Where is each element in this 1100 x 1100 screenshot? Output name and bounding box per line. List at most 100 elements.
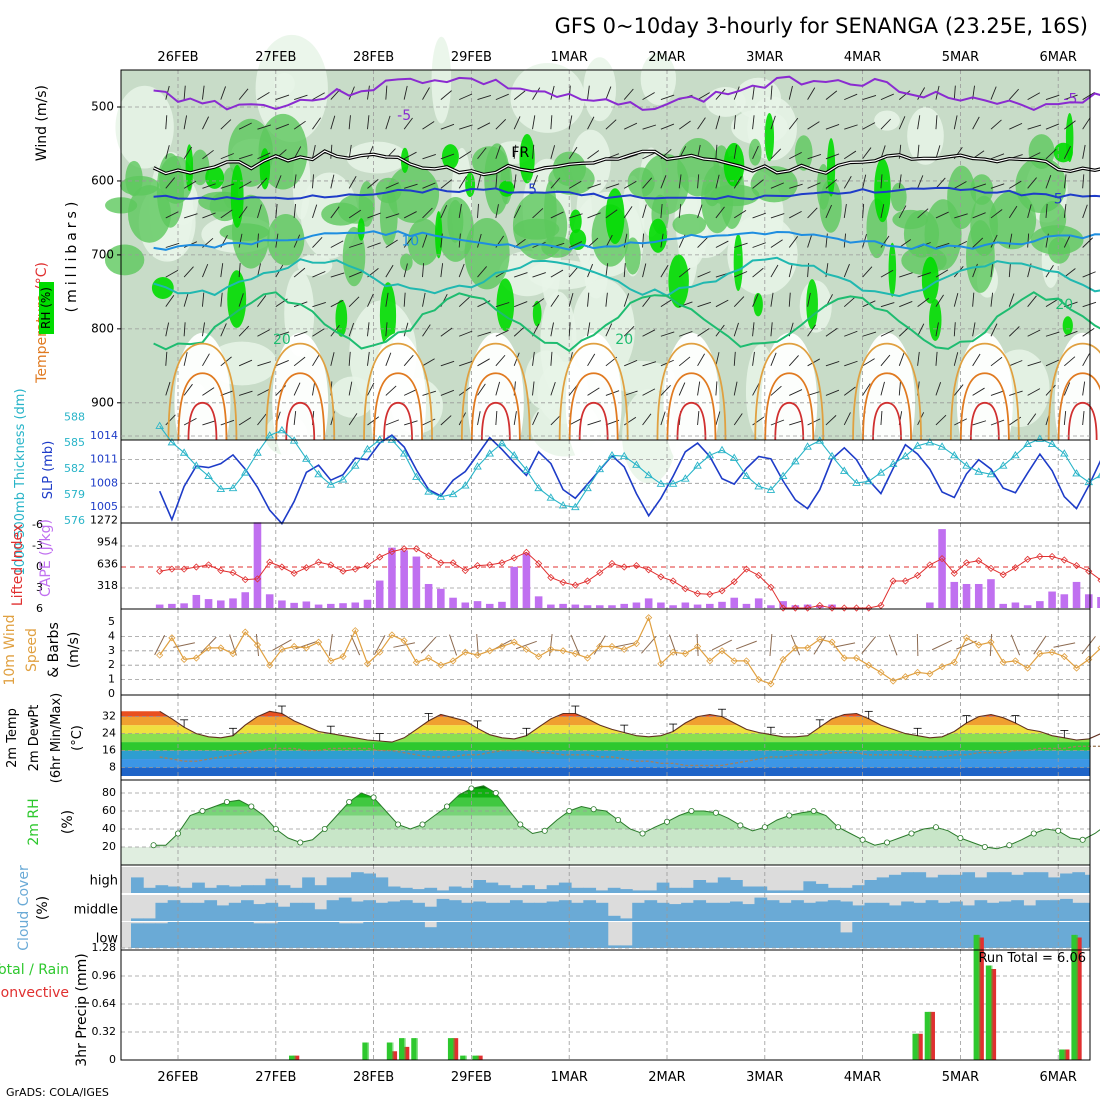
- wind-barb: [935, 269, 949, 278]
- cloud-bar-low: [143, 923, 156, 948]
- wind-barb: [660, 94, 675, 101]
- lifted-index-point: [742, 565, 751, 573]
- cloud-bar-middle: [766, 900, 780, 921]
- rh-dry-patch: [731, 109, 788, 145]
- wind-barb: [715, 299, 729, 308]
- day-label-bottom: 4MAR: [844, 1070, 881, 1085]
- wind-barb-10m: [549, 634, 553, 657]
- cloud-bar-middle: [399, 900, 413, 921]
- day-label-bottom: 27FEB: [255, 1070, 296, 1085]
- wind-speed-point: [767, 680, 775, 688]
- temp-contour-surface-warm: [558, 342, 629, 441]
- contour-label: 5: [528, 182, 537, 198]
- cloud-bar-low: [595, 922, 609, 948]
- cloud-bar-high: [693, 880, 707, 893]
- wind-barb: [440, 123, 455, 130]
- cloud-bar-middle: [167, 900, 181, 921]
- lifted-index-point: [657, 573, 665, 581]
- wind-barb: [642, 124, 657, 130]
- cloud-bar-high: [778, 890, 792, 893]
- cape-bar: [1060, 594, 1069, 608]
- cape-bar: [1023, 605, 1032, 608]
- lifted-index-point: [351, 565, 359, 573]
- wind-barb: [367, 382, 375, 396]
- lifted-index-point: [791, 604, 799, 612]
- wind-barb: [367, 179, 379, 189]
- cape-bar: [1048, 591, 1056, 608]
- wind-barb: [715, 144, 718, 159]
- cloud-bar-high: [546, 885, 560, 893]
- wind-barb: [770, 148, 782, 160]
- wind-barb: [202, 387, 215, 396]
- wind-barb: [642, 233, 644, 248]
- wind-barb: [202, 353, 210, 367]
- contour-label: -5: [1063, 92, 1077, 108]
- wind-barb: [1063, 382, 1071, 396]
- wind-barb: [1008, 326, 1020, 337]
- temp-contour-p5: [153, 186, 1100, 201]
- wind-barb: [422, 358, 435, 367]
- temp-contour-surface-warm: [383, 401, 413, 441]
- wind-barb: [807, 358, 821, 367]
- wind-barb: [917, 351, 920, 366]
- wind-barb: [587, 420, 602, 426]
- wind-barb: [953, 322, 956, 337]
- thickness-point: [412, 472, 421, 480]
- wind-barb: [843, 263, 850, 278]
- lifted-index-point: [620, 563, 628, 571]
- lifted-index-point: [865, 604, 873, 612]
- rh-dry-patch: [705, 87, 746, 117]
- thickness-point: [950, 450, 959, 459]
- rh-line: [153, 785, 1100, 850]
- wind-barb: [935, 414, 947, 426]
- wind-barb: [403, 117, 413, 130]
- cloud-bar-low: [852, 922, 865, 948]
- temp-contour-surface-warm: [568, 372, 619, 441]
- wind-barb: [348, 209, 362, 219]
- wind-barb: [568, 322, 571, 337]
- wind-barb: [257, 329, 271, 337]
- wind-barb: [202, 116, 210, 130]
- slp-tick-label: 1005: [90, 500, 118, 513]
- wind-barb: [697, 237, 708, 248]
- lifted-index-point: [535, 559, 543, 568]
- wind-barb: [734, 242, 748, 248]
- rh-dry-patch: [608, 360, 675, 394]
- cape-bar: [241, 592, 250, 608]
- rh-tick-label: 40: [102, 822, 116, 835]
- thickness-point: [925, 437, 935, 446]
- temp-line: [159, 710, 1100, 743]
- lifted-index-point: [302, 564, 310, 572]
- wind-barb: [917, 297, 930, 308]
- wind-barb: [257, 91, 270, 100]
- wind-barb: [935, 382, 942, 396]
- wind-barb: [477, 383, 486, 396]
- rh-moist-patch: [190, 149, 210, 186]
- wind-barb: [312, 92, 325, 100]
- cloud-bar-middle: [204, 900, 218, 921]
- wind-barb: [403, 85, 408, 100]
- wind-barb: [293, 203, 297, 218]
- wind-barb: [642, 329, 656, 337]
- wind-speed-point: [180, 655, 188, 664]
- precip-conv-bar: [978, 937, 984, 1060]
- wind-barb: [385, 385, 397, 396]
- cape-bar: [339, 603, 347, 608]
- wind-speed-point: [755, 676, 763, 684]
- rh-point: [590, 806, 597, 813]
- wind-barb: [477, 203, 479, 218]
- rh-point: [664, 818, 671, 825]
- wind-barb: [697, 204, 703, 219]
- wind-barb: [660, 175, 667, 189]
- wind-barb: [550, 115, 553, 130]
- wind-barb: [587, 292, 590, 307]
- wind-barb: [880, 118, 891, 130]
- cloud-bar-middle: [277, 906, 291, 921]
- rh-saturated-patch: [605, 188, 625, 244]
- contour-label: 20: [273, 332, 291, 348]
- wind-barb: [1063, 146, 1071, 159]
- wind-barb: [403, 322, 409, 337]
- lifted-index-axis-label: Lifted Index: [10, 524, 26, 606]
- wind-barb: [1082, 144, 1086, 159]
- wind-barb: [770, 419, 785, 426]
